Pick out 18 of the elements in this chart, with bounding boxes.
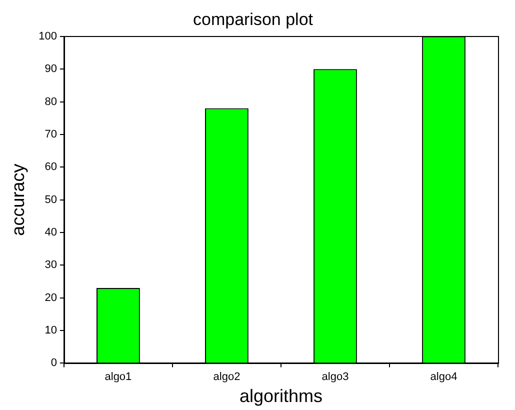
y-tick-label: 90 bbox=[44, 63, 57, 76]
y-tick-label: 30 bbox=[44, 259, 57, 272]
y-tick-label: 20 bbox=[44, 292, 57, 304]
x-tick-label: algo4 bbox=[430, 370, 458, 383]
y-axis-title: accuracy bbox=[8, 164, 28, 236]
y-tick-label: 10 bbox=[44, 324, 57, 337]
y-tick-label: 0 bbox=[50, 357, 57, 370]
y-tick-label: 70 bbox=[44, 128, 57, 140]
y-tick-label: 50 bbox=[44, 194, 57, 206]
chart-title: comparison plot bbox=[192, 10, 314, 29]
x-tick-label: algo1 bbox=[104, 370, 132, 383]
x-tick-label: algo2 bbox=[213, 370, 240, 383]
x-axis-title: algorithms bbox=[239, 386, 322, 406]
y-tick-label: 100 bbox=[38, 30, 57, 42]
x-tick-label: algo3 bbox=[322, 370, 349, 383]
y-tick-label: 80 bbox=[44, 96, 57, 108]
y-tick-label: 40 bbox=[44, 226, 57, 239]
y-tick-label: 60 bbox=[44, 161, 57, 174]
